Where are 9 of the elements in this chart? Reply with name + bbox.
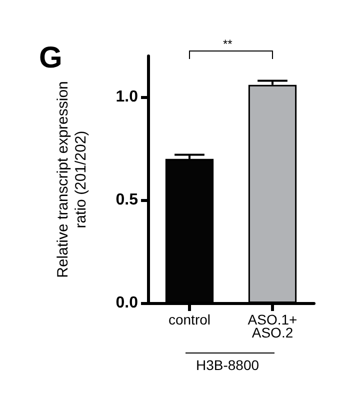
y-tick-label: 1.0 — [116, 88, 138, 106]
x-tick-label: ASO.1+ ASO.2 — [248, 312, 298, 340]
y-tick-label: 0.5 — [116, 192, 138, 209]
x-tick-label: control — [168, 312, 211, 328]
chart-title: G — [39, 42, 62, 74]
y-tick-label: 0.0 — [116, 294, 138, 312]
text: ** — [223, 37, 233, 51]
text: H3B-8800 — [196, 357, 260, 373]
y-axis-title: Relative transcript expression ratio (201/202) — [54, 81, 90, 278]
